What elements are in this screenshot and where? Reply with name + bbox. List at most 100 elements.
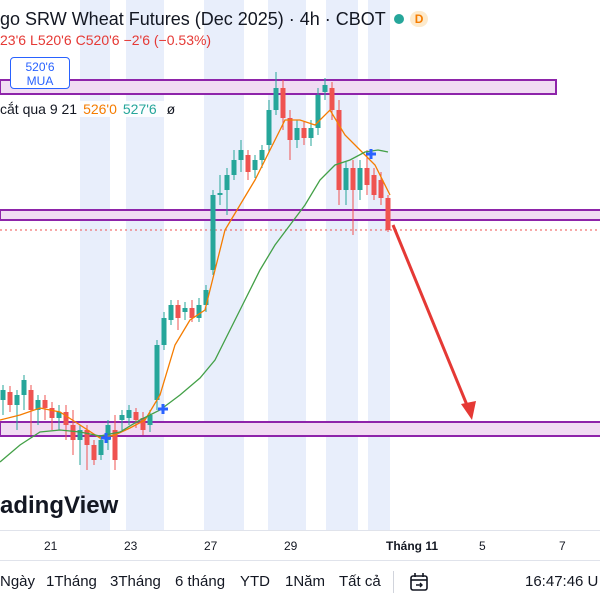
buy-price-button[interactable]: 520'6 MUA xyxy=(10,57,70,89)
candle-body xyxy=(224,175,230,190)
candle-body xyxy=(287,118,293,140)
price-chart[interactable] xyxy=(0,0,600,530)
calendar-range-icon[interactable] xyxy=(408,571,430,593)
candle-body xyxy=(133,412,139,420)
candle-body xyxy=(385,198,391,230)
candle-body xyxy=(266,110,272,145)
candle-body xyxy=(84,430,90,445)
candle-body xyxy=(231,160,237,175)
candle-body xyxy=(140,418,146,430)
time-label: 5 xyxy=(479,539,486,553)
candle-body xyxy=(217,193,223,195)
time-label: 21 xyxy=(44,539,58,553)
range-button-1m[interactable]: 1Tháng xyxy=(46,573,97,590)
candle-body xyxy=(56,412,62,418)
ma-slow-line xyxy=(0,149,389,463)
candle-body xyxy=(168,305,174,320)
candle-body xyxy=(105,425,111,440)
candle-body xyxy=(49,408,55,418)
candle-body xyxy=(154,345,160,400)
ohlc-low: L520'6 xyxy=(30,32,72,48)
indicator-symbol: ø xyxy=(166,101,176,117)
candle-body xyxy=(175,305,181,318)
time-label: 27 xyxy=(204,539,218,553)
symbol-title-text: go SRW Wheat Futures (Dec 2025) · 4h · C… xyxy=(0,8,386,29)
candle-body xyxy=(308,128,314,138)
candle-body xyxy=(203,290,209,305)
forecast-arrow[interactable] xyxy=(391,224,476,420)
candle-body xyxy=(294,128,300,140)
candle-body xyxy=(259,150,265,160)
range-button-6m[interactable]: 6 tháng xyxy=(175,573,226,590)
range-button-3m[interactable]: 3Tháng xyxy=(110,573,161,590)
buy-price: 520'6 xyxy=(25,60,55,74)
candle-body xyxy=(301,128,307,138)
range-button-all[interactable]: Tất cả xyxy=(339,573,381,590)
candle-body xyxy=(336,110,342,190)
clock-readout: 16:47:46 U xyxy=(525,573,599,590)
candle-body xyxy=(112,430,118,460)
candle-body xyxy=(182,308,188,312)
candle-body xyxy=(98,440,104,455)
candle-body xyxy=(196,305,202,318)
candle-body xyxy=(273,88,279,110)
candle-body xyxy=(329,88,335,110)
candle-body xyxy=(119,415,125,420)
time-axis[interactable]: 21 23 27 29 Tháng 11 5 7 xyxy=(0,530,600,561)
candle-body xyxy=(91,445,97,460)
range-button-day[interactable]: Ngày xyxy=(0,573,36,590)
ohlc-open: 23'6 xyxy=(0,32,27,48)
candle-body xyxy=(252,160,258,170)
candle-body xyxy=(378,180,384,198)
ma-fast-line xyxy=(0,108,391,439)
candle-body xyxy=(364,168,370,185)
time-label: 23 xyxy=(124,539,138,553)
candles xyxy=(0,72,391,470)
candle-body xyxy=(126,410,132,418)
candle-body xyxy=(280,88,286,118)
candle-body xyxy=(371,175,377,195)
candle-body xyxy=(7,392,13,405)
candle-body xyxy=(77,430,83,440)
candle-body xyxy=(315,95,321,128)
candle-body xyxy=(21,380,27,395)
candle-body xyxy=(28,390,34,410)
ohlc-close: C520'6 xyxy=(75,32,120,48)
buy-label: MUA xyxy=(26,74,54,88)
chart-area[interactable]: go SRW Wheat Futures (Dec 2025) · 4h · C… xyxy=(0,0,600,530)
buy-marker xyxy=(101,149,376,443)
market-open-dot-icon xyxy=(393,14,404,24)
toolbar-divider xyxy=(393,571,394,593)
candle-body xyxy=(238,150,244,160)
ma-slow-value: 527'6 xyxy=(122,101,157,117)
candle-body xyxy=(35,400,41,410)
time-label: 29 xyxy=(284,539,298,553)
tradingview-watermark: adingView xyxy=(0,492,119,519)
candle-body xyxy=(0,390,6,400)
candle-body xyxy=(63,412,69,425)
candle-body xyxy=(189,308,195,318)
range-button-ytd[interactable]: YTD xyxy=(240,573,270,590)
candle-body xyxy=(350,168,356,190)
candle-body xyxy=(70,425,76,440)
bottom-toolbar: Ngày 1Tháng 3Tháng 6 tháng YTD 1Năm Tất … xyxy=(0,560,600,601)
status-badge[interactable]: D xyxy=(409,11,429,27)
symbol-title[interactable]: go SRW Wheat Futures (Dec 2025) · 4h · C… xyxy=(0,6,429,32)
ohlc-change: −2'6 (−0.53%) xyxy=(123,32,212,48)
indicator-legend[interactable]: cắt qua 9 21 526'0 527'6 ø xyxy=(0,101,176,117)
candle-body xyxy=(147,415,153,425)
range-button-1y[interactable]: 1Năm xyxy=(285,573,326,590)
candle-body xyxy=(245,155,251,172)
time-label: Tháng 11 xyxy=(386,539,439,553)
ma-fast-value: 526'0 xyxy=(83,101,117,117)
candle-body xyxy=(161,318,167,345)
candle-body xyxy=(357,168,363,190)
candle-body xyxy=(322,85,328,92)
candle-body xyxy=(42,400,48,408)
time-label: 7 xyxy=(559,539,566,553)
candle-body xyxy=(210,195,216,270)
ohlc-values: 23'6 L520'6 C520'6 −2'6 (−0.53%) xyxy=(0,32,215,48)
candle-body xyxy=(343,168,349,190)
candle-body xyxy=(14,395,20,405)
indicator-name: cắt qua 9 21 xyxy=(0,101,78,117)
